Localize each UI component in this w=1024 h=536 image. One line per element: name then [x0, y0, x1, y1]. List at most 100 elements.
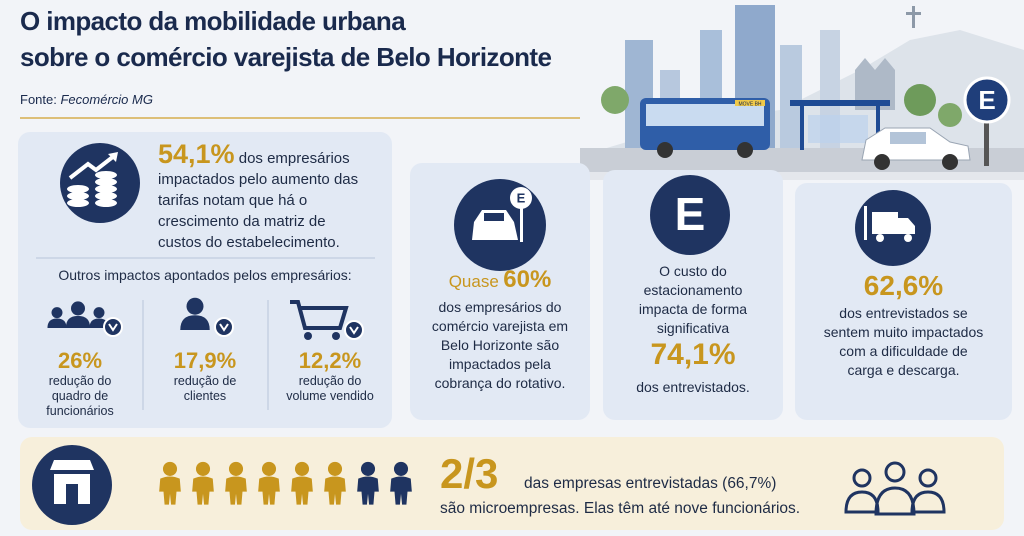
parking-suffix: dos entrevistados.	[636, 379, 750, 395]
staff-icon	[47, 301, 123, 337]
clients-icon-shape	[180, 297, 210, 330]
costs-icon-shape	[95, 192, 117, 200]
costs-icon-shape	[67, 192, 89, 200]
city-illustration-shape	[906, 12, 921, 15]
item-value: 17,9%	[173, 348, 237, 373]
team-outline-icon-shape	[844, 490, 880, 514]
city-illustration-shape	[890, 132, 926, 144]
people-row	[159, 461, 412, 505]
city-illustration-shape	[735, 100, 765, 106]
costs-icon	[60, 143, 140, 223]
item-value: 12,2%	[298, 348, 362, 373]
city-illustration-shape	[984, 116, 989, 166]
clients-icon	[180, 297, 234, 337]
costs-icon-shape	[108, 152, 118, 162]
costs-icon-shape	[95, 178, 117, 186]
footer-text: das empresas entrevistadas (66,7%)	[524, 475, 777, 492]
loading-icon-shape	[904, 234, 912, 242]
rotativo-text: dos empresários do comércio varejista em…	[431, 299, 569, 391]
store-icon	[32, 445, 112, 525]
city-illustration-shape	[912, 6, 915, 28]
costs-icon-shape	[68, 154, 116, 180]
car-parking-icon-shape	[472, 210, 518, 240]
highlight: 54,1%	[158, 139, 235, 169]
staff-icon-shape	[103, 317, 123, 337]
costs-icon-shape	[95, 199, 117, 207]
team-outline-icon-shape	[874, 486, 916, 516]
city-illustration-shape	[808, 115, 868, 143]
cart-icon-shape	[290, 300, 349, 330]
parking-icon-shape	[650, 175, 730, 255]
team-outline-icon-shape	[910, 490, 946, 514]
source-label: Fonte:	[20, 92, 57, 107]
people-row-shape	[291, 461, 313, 505]
car-parking-icon-shape	[484, 213, 504, 221]
city-illustration: MOVE BH E	[580, 5, 1024, 180]
staff-icon-shape	[108, 323, 118, 332]
city-illustration-shape	[874, 154, 890, 170]
team-outline-icon-shape	[918, 468, 938, 488]
staff-icon-shape	[65, 301, 91, 328]
loading-icon	[855, 190, 931, 266]
loading-icon-shape	[876, 234, 884, 242]
city-illustration-shape	[942, 154, 958, 170]
item-value: 26%	[57, 348, 103, 373]
people-row-shape	[324, 461, 346, 505]
bus-sign: MOVE BH	[738, 101, 761, 107]
costs-icon-shape	[95, 171, 117, 179]
city-illustration-shape	[646, 104, 764, 126]
city-illustration-shape	[938, 103, 962, 127]
loading-icon-shape	[872, 212, 898, 234]
statement-text: dos empresários impactados pelo aumento …	[158, 150, 359, 251]
rotativo-highlight: Quase 60%	[410, 266, 590, 294]
store-icon-shape	[50, 460, 94, 470]
team-outline-icon-shape	[852, 468, 872, 488]
cart-icon-shape	[304, 332, 312, 340]
costs-icon-shape	[67, 185, 89, 193]
loading-icon-shape	[864, 206, 867, 240]
team-outline-icon	[844, 461, 946, 516]
city-illustration-shape	[737, 142, 753, 158]
subtitle: Outros impactos apontados pelos empresár…	[58, 267, 352, 283]
cart-icon	[290, 300, 364, 340]
highlight: 74,1%	[650, 338, 736, 371]
costs-icon-shape	[67, 199, 89, 207]
store-icon-shape	[66, 484, 78, 504]
people-row-shape	[225, 461, 247, 505]
city-illustration-shape	[904, 84, 936, 116]
city-illustration-shape	[601, 86, 629, 114]
city-illustration-shape	[855, 58, 895, 110]
footer-text: são microempresas. Elas têm até nove fun…	[440, 500, 801, 517]
city-illustration-shape	[657, 142, 673, 158]
people-row-shape	[390, 461, 412, 505]
footer-band	[20, 437, 1004, 530]
people-row-shape	[159, 461, 181, 505]
loading-text: dos entrevistados se sentem muito impact…	[823, 305, 984, 378]
parking-sign: E	[978, 85, 995, 115]
loading-icon-shape	[898, 218, 915, 234]
city-illustration-shape	[963, 76, 1011, 124]
city-illustration-shape	[790, 100, 890, 106]
item-label: redução do volume vendido	[286, 374, 374, 403]
title-line: O impacto da mobilidade urbana	[20, 6, 406, 36]
city-illustration-shape	[800, 106, 804, 150]
parking-icon: E	[650, 175, 730, 255]
source: Fonte: Fecomércio MG	[20, 92, 153, 107]
staff-icon-shape	[47, 307, 67, 328]
car-parking-icon-shape	[520, 208, 523, 242]
city-illustration-shape	[580, 172, 1024, 180]
costs-statement: 54,1% dos empresários impactados pelo au…	[158, 141, 373, 253]
parking-letter: E	[675, 188, 706, 240]
clients-icon-shape	[214, 317, 234, 337]
cart-icon-shape	[344, 320, 364, 340]
highlight: 62,6%	[863, 270, 944, 301]
people-row-shape	[192, 461, 214, 505]
car-parking-icon-shape	[510, 187, 532, 209]
city-illustration-shape	[780, 45, 802, 150]
item-label: redução do quadro de funcionários	[46, 374, 114, 418]
costs-icon-shape	[95, 185, 117, 193]
clients-icon-shape	[219, 323, 229, 332]
